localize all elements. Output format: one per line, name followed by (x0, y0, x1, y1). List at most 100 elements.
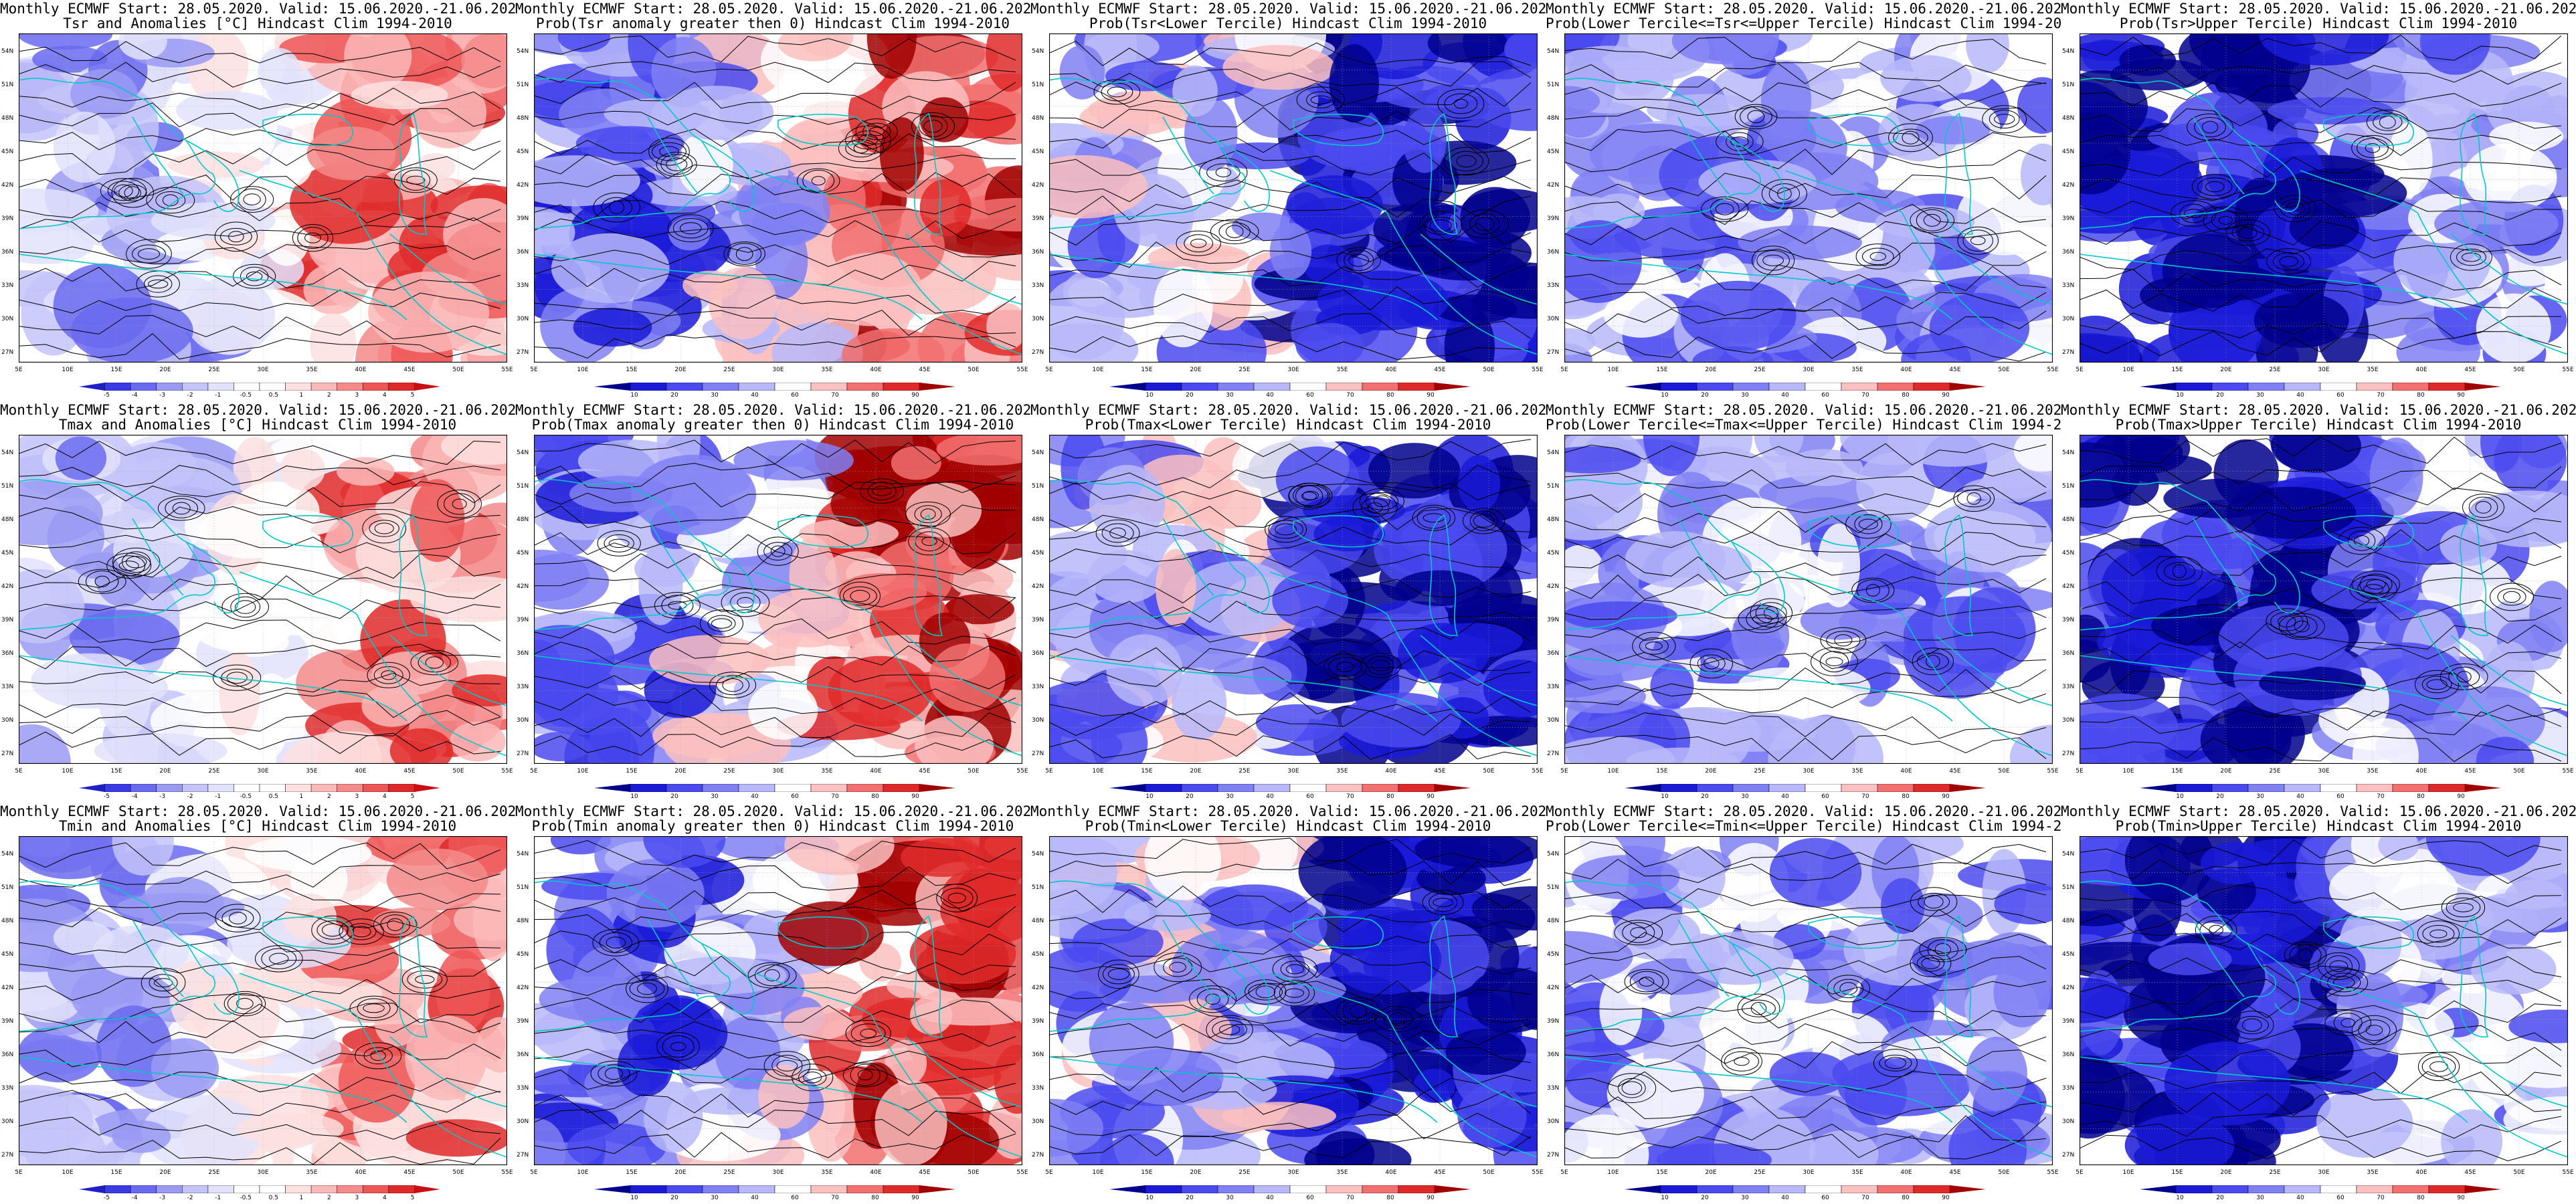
latitude-label: 33N (517, 684, 529, 690)
map-panel: Monthly ECMWF Start: 28.05.2020. Valid: … (1546, 803, 2061, 1204)
latitude-label: 51N (1, 884, 14, 891)
longitude-label: 10E (2122, 367, 2134, 373)
colorbar-label: 10 (1661, 793, 1669, 800)
forecast-map (1564, 435, 2053, 764)
colorbar-label: 20 (1701, 392, 1709, 399)
longitude-label: 55E (1016, 768, 1028, 775)
longitude-label: 50E (2513, 1169, 2525, 1176)
longitude-label: 40E (2415, 367, 2427, 373)
longitude-label: 55E (2047, 1169, 2059, 1176)
longitude-label: 10E (1092, 367, 1104, 373)
longitude-label: 35E (306, 768, 318, 775)
colorbar-segment (1732, 383, 1770, 391)
colorbar (1625, 1185, 1986, 1193)
colorbar-label: -2 (187, 392, 193, 399)
colorbar-segment (1109, 784, 1145, 792)
longitude-label: 30E (2318, 1169, 2330, 1176)
colorbar (594, 383, 955, 391)
colorbar-segment (2211, 1185, 2249, 1193)
longitude-label: 15E (110, 768, 122, 775)
map-panel: Monthly ECMWF Start: 28.05.2020. Valid: … (2061, 0, 2576, 401)
colorbar-label: 3 (355, 793, 359, 800)
colorbar-segment (207, 1185, 234, 1193)
colorbar-label: 1 (299, 793, 304, 800)
colorbar-label: 90 (2457, 793, 2465, 800)
latitude-label: 30N (2062, 316, 2075, 322)
colorbar-label: 80 (1902, 392, 1910, 399)
longitude-label: 5E (15, 367, 23, 373)
colorbar-label: 30 (2256, 1195, 2264, 1201)
colorbar (1625, 784, 1986, 792)
longitude-label: 25E (1754, 367, 1766, 373)
longitude-label: 5E (15, 768, 23, 775)
forecast-map (19, 435, 507, 764)
colorbar-segment (1289, 784, 1327, 792)
contour-lines (2080, 436, 2562, 763)
panel-title: Monthly ECMWF Start: 28.05.2020. Valid: … (2061, 1, 2576, 17)
panel-title: Monthly ECMWF Start: 28.05.2020. Valid: … (1030, 402, 1546, 418)
colorbar-label: 30 (1741, 1195, 1749, 1201)
latitude-label: 54N (2062, 851, 2075, 858)
latitude-label: 54N (517, 449, 529, 456)
longitude-label: 5E (2076, 768, 2084, 775)
latitude-label: 45N (1032, 148, 1044, 155)
colorbar-label: 30 (1741, 392, 1749, 399)
longitude-label: 55E (1532, 1169, 1544, 1176)
longitude-label: 25E (2269, 1169, 2281, 1176)
colorbar-label: 5 (410, 793, 415, 800)
coastlines (1049, 880, 1538, 1158)
longitude-label: 35E (2367, 367, 2379, 373)
colorbar-segment (1696, 784, 1734, 792)
longitude-label: 30E (772, 367, 784, 373)
longitude-label: 45E (919, 768, 931, 775)
latitude-label: 45N (1, 550, 14, 557)
colorbar-segment (1660, 784, 1697, 792)
colorbar-segment (810, 383, 848, 391)
latitude-label: 42N (517, 182, 529, 189)
latitude-label: 45N (1032, 951, 1044, 958)
longitude-label: 40E (355, 768, 367, 775)
longitude-label: 25E (723, 768, 735, 775)
colorbar-label: 60 (1821, 392, 1829, 399)
longitude-label: 45E (1434, 367, 1446, 373)
latitude-label: 51N (1032, 483, 1044, 490)
longitude-label: 5E (2076, 1169, 2084, 1176)
coastlines (19, 479, 507, 757)
colorbar-segment (1435, 1185, 1471, 1193)
latitude-label: 33N (2062, 282, 2075, 289)
colorbar-segment (388, 383, 415, 391)
latitude-label: 48N (1547, 115, 1560, 122)
panel-title: Monthly ECMWF Start: 28.05.2020. Valid: … (2061, 803, 2576, 819)
latitude-label: 30N (1547, 316, 1560, 322)
longitude-label: 50E (1998, 1169, 2010, 1176)
colorbar-segment (2356, 784, 2393, 792)
latitude-label: 27N (1, 349, 14, 356)
colorbar-segment (1841, 1185, 1878, 1193)
colorbar-segment (79, 383, 105, 391)
longitude-label: 10E (1092, 1169, 1104, 1176)
colorbar-label: -0.5 (240, 1195, 252, 1201)
longitude-label: 20E (2220, 1169, 2232, 1176)
latitude-label: 27N (2062, 1152, 2075, 1159)
colorbar-label: 10 (2176, 392, 2184, 399)
colorbar-segment (666, 383, 703, 391)
colorbar-label: 4 (383, 1195, 387, 1201)
panel-subtitle: Tmin and Anomalies [°C] Hindcast Clim 19… (58, 818, 457, 834)
longitude-label: 10E (1607, 1169, 1619, 1176)
colorbar-segment (2428, 383, 2466, 391)
colorbar-segment (310, 784, 337, 792)
longitude-label: 30E (257, 768, 269, 775)
latitude-label: 45N (517, 550, 529, 557)
colorbar-label: 0.5 (268, 793, 278, 800)
latitude-label: 33N (2062, 1085, 2075, 1092)
colorbar-segment (666, 784, 703, 792)
latitude-label: 36N (1, 249, 14, 256)
colorbar-segment (285, 784, 312, 792)
colorbar-label: 80 (2417, 392, 2425, 399)
colorbar-segment (2175, 784, 2213, 792)
colorbar-segment (1325, 784, 1363, 792)
latitude-label: 51N (2062, 483, 2075, 490)
colorbar-segment (738, 784, 775, 792)
latitude-label: 27N (517, 750, 529, 757)
colorbar-segment (1768, 383, 1806, 391)
